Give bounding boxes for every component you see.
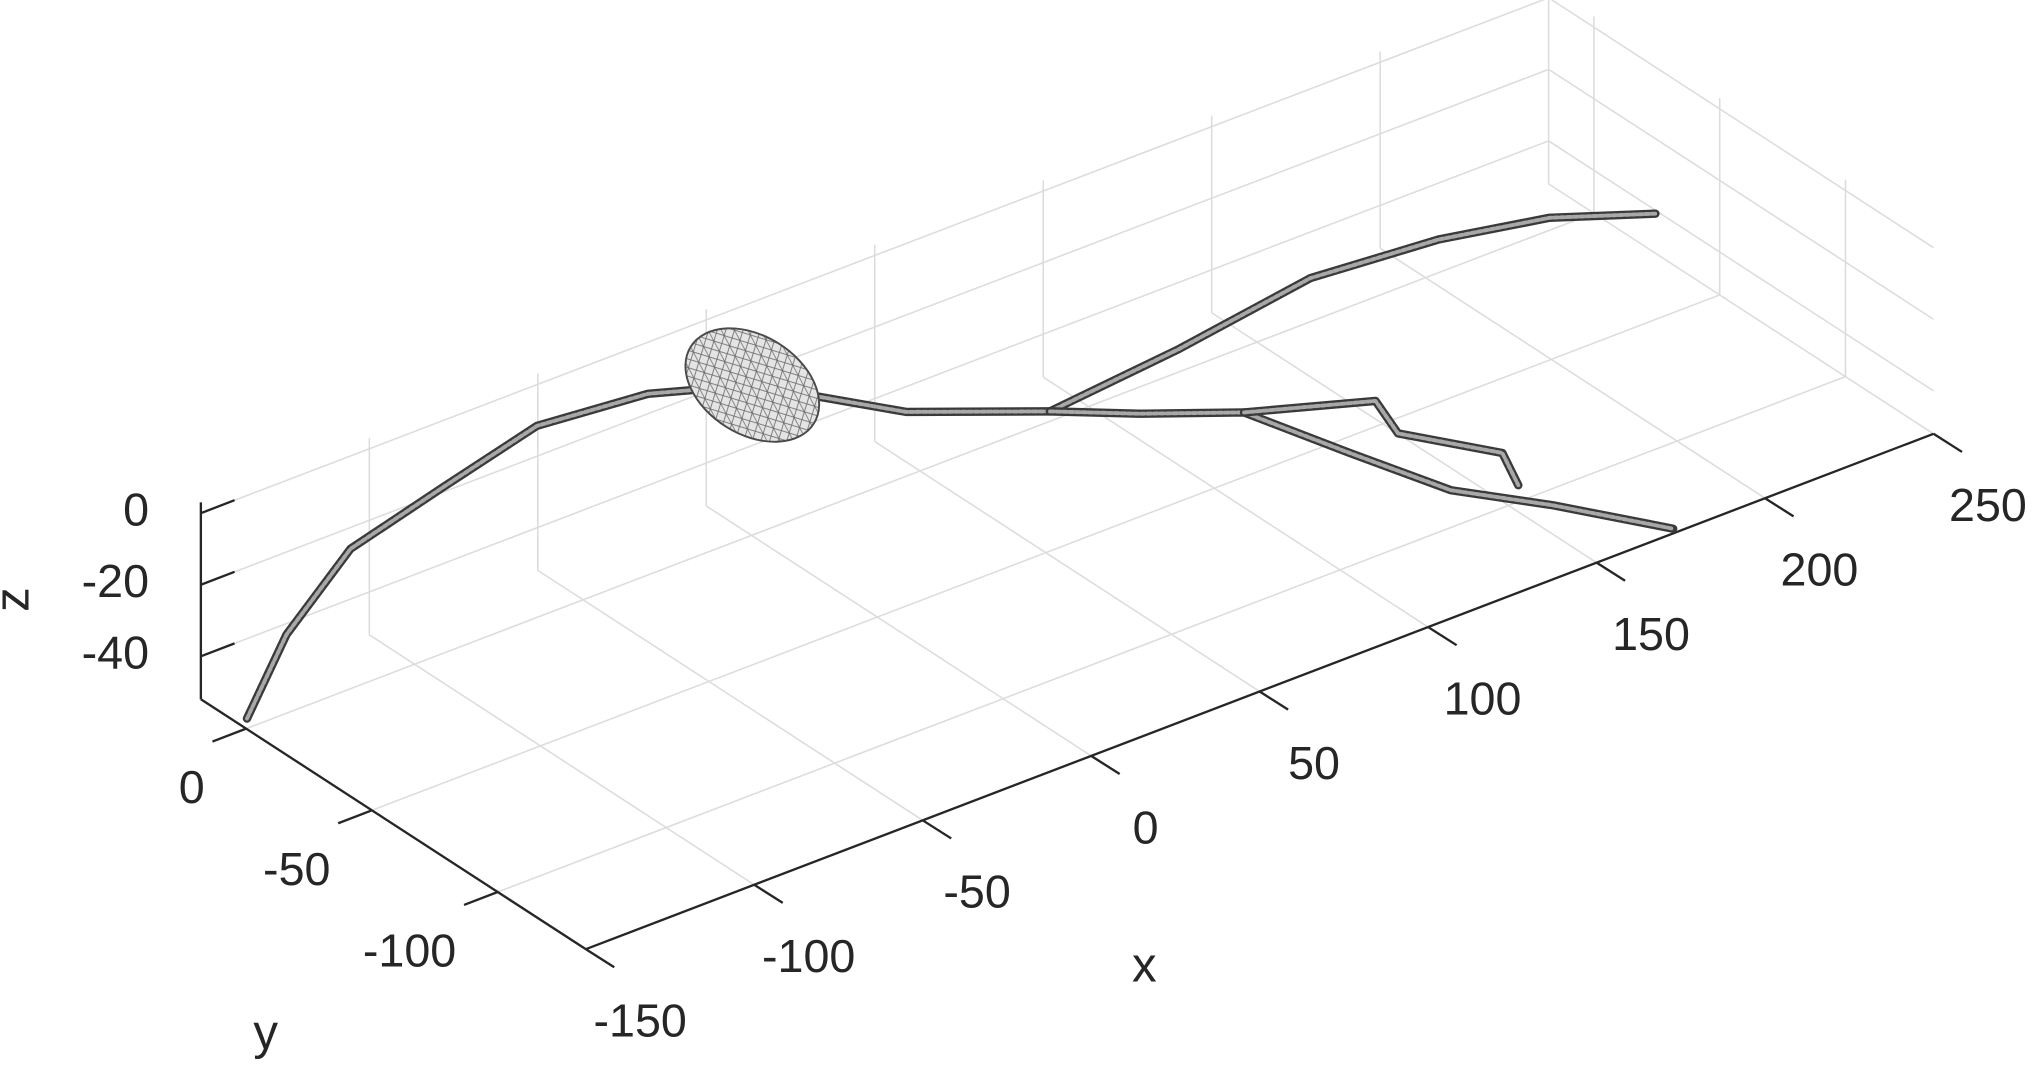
axes: -150 -100 -50 0 50 100 150 200 250 -100 -50 0 -40 -20… <box>82 432 2027 1047</box>
side-grid-line <box>1548 68 1934 320</box>
x-tick-label: -150 <box>594 995 687 1047</box>
neurite-mesh <box>245 383 1052 721</box>
x-tick-label: -50 <box>943 866 1010 918</box>
neurite-mesh <box>1048 211 1658 414</box>
x-tick <box>1932 432 1963 453</box>
x-tick-label: 50 <box>1288 737 1340 789</box>
x-tick <box>1259 690 1289 711</box>
x-tick <box>1764 497 1795 518</box>
neurite-mesh <box>1242 398 1521 488</box>
neurite-mesh <box>1048 409 1676 531</box>
back-grid-line <box>200 68 1549 586</box>
floor-grid-line <box>368 634 755 886</box>
x-tick <box>922 819 952 840</box>
y-tick-label: -50 <box>263 843 330 895</box>
x-tick-label: 0 <box>1133 801 1159 853</box>
labels: x y z <box>0 587 1157 1060</box>
floor-grid-line <box>1042 376 1429 628</box>
z-axis-label: z <box>0 587 40 612</box>
x-tick <box>1427 626 1458 647</box>
x-tick <box>1595 561 1626 582</box>
plot-area <box>242 209 1678 723</box>
back-grid-line <box>200 0 1546 514</box>
floor-grid-line <box>1379 247 1766 499</box>
x-tick <box>753 883 784 904</box>
x-tick-label: 100 <box>1444 672 1522 724</box>
neurite <box>1045 209 1660 416</box>
back-grid-line <box>200 140 1549 658</box>
floor-grid-line <box>245 212 1595 730</box>
soma <box>684 327 821 443</box>
z-tick-label: -40 <box>82 627 149 679</box>
x-tick-label: 250 <box>1949 479 2027 531</box>
x-tick <box>1090 754 1121 776</box>
floor-grid-line <box>705 505 1092 757</box>
floor-grid-line <box>1548 183 1934 435</box>
y-tick <box>212 727 247 743</box>
z-tick-label: -20 <box>82 555 149 607</box>
x-axis-label: x <box>1132 938 1157 993</box>
z-tick-label: 0 <box>123 483 149 535</box>
y-tick <box>463 890 499 907</box>
neurite <box>242 380 1055 723</box>
x-tick <box>585 948 615 969</box>
y-tick-label: -100 <box>363 924 456 976</box>
neurite <box>1239 396 1523 490</box>
z-tick <box>200 570 235 586</box>
y-tick-label: 0 <box>179 761 205 813</box>
y-axis-line <box>200 698 587 951</box>
floor-grid-line <box>371 294 1720 812</box>
side-grid-line <box>1548 140 1934 392</box>
floor-grid-line <box>537 569 924 821</box>
y-axis-label: y <box>253 1005 278 1060</box>
floor-grid-line <box>874 440 1261 693</box>
y-tick <box>337 809 373 825</box>
x-tick-label: 200 <box>1781 544 1859 596</box>
side-grid-line <box>1550 0 1934 249</box>
z-tick <box>200 642 235 658</box>
x-tick-label: 150 <box>1612 608 1690 660</box>
floor-grid-line <box>497 375 1846 893</box>
x-tick-label: -100 <box>762 930 855 982</box>
z-tick <box>200 499 235 515</box>
